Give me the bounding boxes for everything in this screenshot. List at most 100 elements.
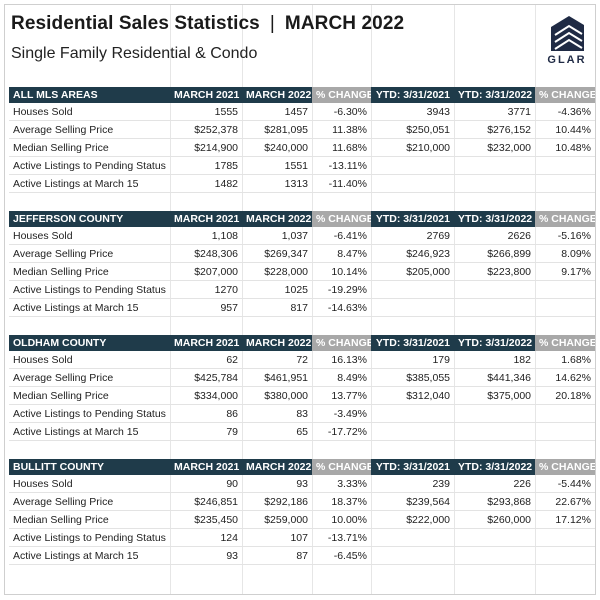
table-cell: $276,152 — [454, 120, 535, 139]
table-cell: 1270 — [170, 280, 242, 299]
table-cell: 1025 — [242, 280, 312, 299]
table-cell: -5.44% — [535, 475, 595, 493]
table-cell — [535, 280, 595, 299]
column-header: % CHANGE — [535, 335, 595, 351]
table-cell: 1551 — [242, 156, 312, 175]
table-cell — [454, 174, 535, 193]
column-header: % CHANGE — [535, 459, 595, 475]
table-cell: $239,564 — [371, 492, 454, 511]
row-label: Active Listings at March 15 — [9, 422, 170, 441]
table-cell — [371, 404, 454, 423]
table-cell: $293,868 — [454, 492, 535, 511]
table-row: Active Listings at March 15 957 817 -14.63% — [9, 298, 595, 317]
table-row: Median Selling Price $334,000 $380,000 13.7… — [9, 386, 595, 405]
table-cell: -6.30% — [312, 103, 371, 121]
row-label: Active Listings to Pending Status — [9, 528, 170, 547]
table-cell — [535, 546, 595, 565]
column-header: YTD: 3/31/2022 — [454, 211, 535, 227]
statistics-sections: ALL MLS AREAS MARCH 2021 MARCH 2022% CHANG… — [9, 87, 595, 583]
glar-logo: GLAR — [542, 13, 592, 69]
table-cell: 8.09% — [535, 244, 595, 263]
table-cell: 3.33% — [312, 475, 371, 493]
table-cell: $260,000 — [454, 510, 535, 529]
table-cell: 11.38% — [312, 120, 371, 139]
table-cell: $425,784 — [170, 368, 242, 387]
table-header-row: OLDHAM COUNTY MARCH 2021 MARCH 2022 % CHANG… — [9, 335, 595, 351]
row-label: Houses Sold — [9, 227, 170, 245]
table-cell: -17.72% — [312, 422, 371, 441]
table-cell: $375,000 — [454, 386, 535, 405]
table-row: Median Selling Price $214,900 $240,000 11.6… — [9, 138, 595, 157]
table-cell: $380,000 — [242, 386, 312, 405]
table-row: Average Selling Price $425,784 $461,951 8.4… — [9, 368, 595, 387]
table-cell: -6.45% — [312, 546, 371, 565]
table-cell — [371, 546, 454, 565]
table-cell — [454, 528, 535, 547]
table-cell: -13.11% — [312, 156, 371, 175]
table-cell: 1313 — [242, 174, 312, 193]
table-cell: $259,000 — [242, 510, 312, 529]
row-label: Active Listings to Pending Status — [9, 156, 170, 175]
section-table: OLDHAM COUNTY MARCH 2021 MARCH 2022 % CHANG… — [9, 335, 595, 441]
table-row: Median Selling Price $207,000 $228,000 10.1… — [9, 262, 595, 281]
table-cell: $246,923 — [371, 244, 454, 263]
table-header-row: ALL MLS AREAS MARCH 2021 MARCH 2022% CHANG… — [9, 87, 595, 103]
table-cell: 1457 — [242, 103, 312, 121]
column-header: MARCH 2022 — [242, 335, 312, 351]
column-header: MARCH 2021 — [170, 335, 242, 351]
table-cell: 79 — [170, 422, 242, 441]
column-header: YTD: 3/31/2021 — [371, 211, 454, 227]
row-label: Median Selling Price — [9, 138, 170, 157]
building-logo-icon — [551, 16, 584, 51]
table-cell: 86 — [170, 404, 242, 423]
column-header: YTD: 3/31/2021 — [371, 459, 454, 475]
table-cell: 72 — [242, 351, 312, 369]
table-cell: 10.44% — [535, 120, 595, 139]
page-title: Residential Sales Statistics | MARCH 2022 — [11, 13, 404, 35]
table-cell: 10.00% — [312, 510, 371, 529]
title-separator: | — [269, 13, 275, 34]
table-cell: -6.41% — [312, 227, 371, 245]
table-cell — [454, 298, 535, 317]
table-cell: $334,000 — [170, 386, 242, 405]
table-cell: 1.68% — [535, 351, 595, 369]
row-label: Median Selling Price — [9, 510, 170, 529]
row-label: Houses Sold — [9, 351, 170, 369]
table-cell: $269,347 — [242, 244, 312, 263]
table-cell: $214,900 — [170, 138, 242, 157]
area-header: OLDHAM COUNTY — [9, 335, 170, 351]
table-cell — [454, 156, 535, 175]
table-cell: 87 — [242, 546, 312, 565]
table-cell: $205,000 — [371, 262, 454, 281]
table-cell: 62 — [170, 351, 242, 369]
table-cell — [535, 528, 595, 547]
table-cell: $441,346 — [454, 368, 535, 387]
row-label: Active Listings at March 15 — [9, 298, 170, 317]
table-cell: -4.36% — [535, 103, 595, 121]
table-cell: 10.48% — [535, 138, 595, 157]
table-cell: $207,000 — [170, 262, 242, 281]
column-header: % CHANGE — [312, 459, 371, 475]
stats-table: BULLITT COUNTY MARCH 2021 MARCH 2022% CHAN… — [9, 459, 595, 565]
table-cell: 17.12% — [535, 510, 595, 529]
section-table: ALL MLS AREAS MARCH 2021 MARCH 2022% CHANG… — [9, 87, 595, 193]
table-row: Houses Sold 90 93 3.33% 239 226 -5.44% — [9, 475, 595, 493]
table-cell — [535, 422, 595, 441]
table-cell: 20.18% — [535, 386, 595, 405]
table-cell: 83 — [242, 404, 312, 423]
row-label: Active Listings to Pending Status — [9, 404, 170, 423]
row-label: Average Selling Price — [9, 120, 170, 139]
column-header: MARCH 2021 — [170, 459, 242, 475]
table-cell: 9.17% — [535, 262, 595, 281]
section-table: BULLITT COUNTY MARCH 2021 MARCH 2022% CHAN… — [9, 459, 595, 565]
table-cell: 93 — [170, 546, 242, 565]
table-cell: 124 — [170, 528, 242, 547]
table-cell: 8.47% — [312, 244, 371, 263]
table-cell: $461,951 — [242, 368, 312, 387]
table-cell — [535, 404, 595, 423]
table-cell: 239 — [371, 475, 454, 493]
stats-table: ALL MLS AREAS MARCH 2021 MARCH 2022% CHANG… — [9, 87, 595, 193]
row-label: Median Selling Price — [9, 386, 170, 405]
table-cell — [371, 174, 454, 193]
table-cell — [535, 298, 595, 317]
